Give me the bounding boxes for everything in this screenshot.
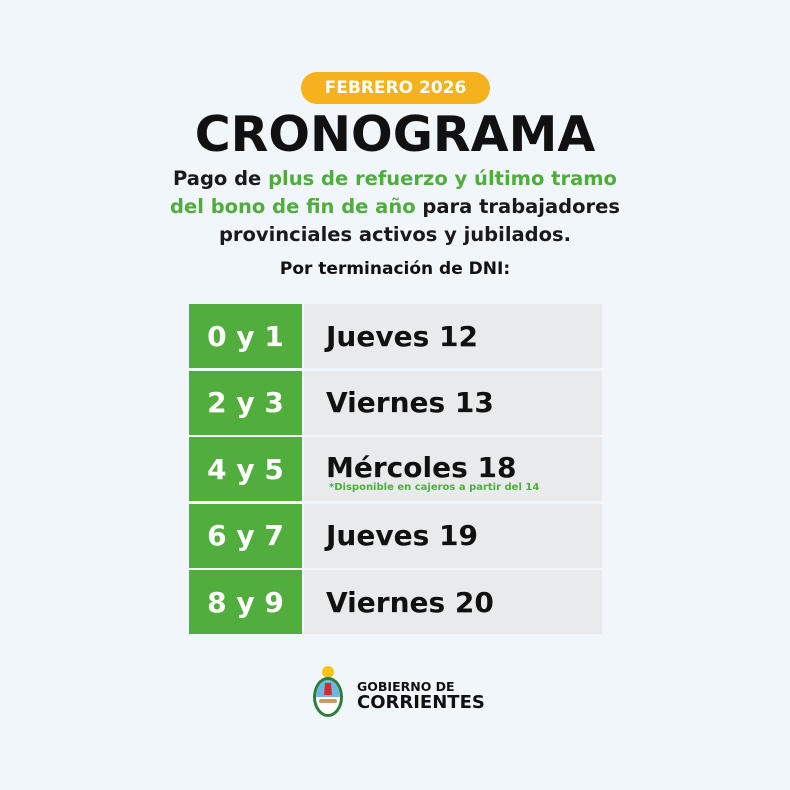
footer-line2: CORRIENTES: [357, 692, 485, 713]
payment-day: Viernes 13: [326, 386, 494, 419]
subtitle-text: Pago de: [173, 167, 269, 190]
payment-day: Mércoles 18: [326, 451, 517, 484]
page-title: CRONOGRAMA: [194, 106, 596, 163]
table-row: 0 y 1 Jueves 12: [189, 304, 602, 368]
payment-day: Jueves 12: [326, 319, 478, 353]
dni-digits: 6 y 7: [189, 503, 302, 568]
subtitle-highlight: del bono de fin de año: [170, 195, 416, 218]
footer-line1: GOBIERNO DE: [357, 679, 455, 694]
dni-digits: 2 y 3: [189, 370, 302, 435]
dni-digits: 0 y 1: [189, 304, 302, 368]
table-row: 4 y 5 Mércoles 18 *Disponible en cajeros a…: [189, 437, 602, 501]
dni-digits: 8 y 9: [189, 570, 302, 634]
table-row: 2 y 3 Viernes 13: [189, 370, 602, 435]
payment-day: Jueves 19: [326, 519, 478, 552]
month-badge: FEBRERO 2026: [301, 72, 490, 104]
footer-logo-text: GOBIERNO DE CORRIENTES: [357, 679, 485, 713]
table-row: 8 y 9 Viernes 20: [189, 570, 602, 634]
schedule-table: 0 y 1 Jueves 12 2 y 3 Viernes 13 4 y 5 Mérc…: [189, 304, 602, 637]
dni-digits: 4 y 5: [189, 437, 302, 501]
subtitle: Pago de plus de refuerzo y último tramo …: [0, 165, 790, 249]
subtitle-text: para trabajadores: [415, 195, 620, 218]
payment-note: *Disponible en cajeros a partir del 14: [329, 482, 540, 493]
subtitle-highlight: plus de refuerzo y último tramo: [268, 167, 617, 190]
coat-of-arms-icon: [313, 666, 343, 717]
dni-label: Por terminación de DNI:: [279, 259, 511, 279]
table-row: 6 y 7 Jueves 19: [189, 503, 602, 568]
subtitle-text: provinciales activos y jubilados.: [218, 223, 572, 246]
payment-day: Viernes 20: [326, 585, 494, 619]
